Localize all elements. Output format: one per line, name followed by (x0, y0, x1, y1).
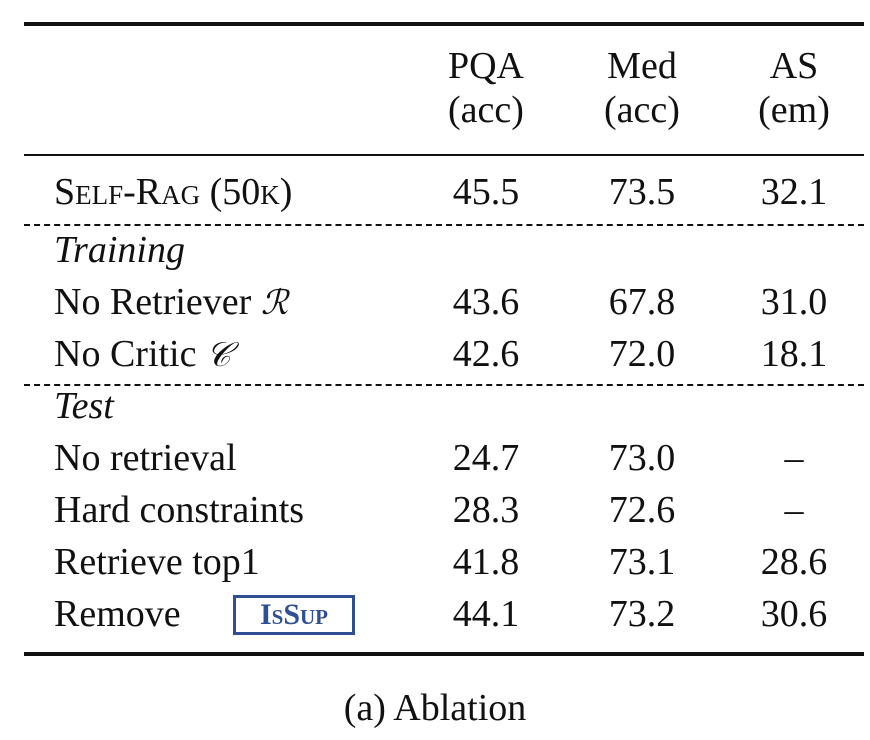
retriever-symbol: ℛ (260, 283, 288, 323)
row-text-no-critic: No Critic (54, 333, 197, 375)
hard-constraints-pqa: 28.3 (452, 489, 520, 531)
table-caption: (a) Ablation (343, 687, 527, 729)
no-retriever-pqa: 43.6 (452, 281, 520, 323)
no-retrieval-pqa: 24.7 (452, 437, 520, 479)
no-retrieval-as: – (784, 437, 804, 479)
row-label-no-retrieval: No retrieval (54, 437, 237, 479)
critic-symbol: 𝒞 (205, 335, 231, 375)
main-row-med: 73.5 (608, 171, 676, 213)
no-critic-pqa: 42.6 (452, 333, 520, 375)
header-pqa-line2: (acc) (448, 89, 524, 131)
remove-issup-pqa: 44.1 (452, 593, 520, 635)
header-pqa: PQA (acc) (416, 44, 556, 132)
top-rule (24, 22, 864, 26)
row-label-retrieve-top1: Retrieve top1 (54, 541, 260, 583)
row-text-no-retriever: No Retriever (54, 281, 252, 323)
header-med: Med (acc) (572, 44, 712, 132)
section-title-training: Training (54, 229, 185, 271)
retrieve-top1-as: 28.6 (760, 541, 828, 583)
bottom-rule (24, 652, 864, 656)
header-as-line2: (em) (758, 89, 830, 131)
row-label-hard-constraints: Hard constraints (54, 489, 305, 531)
hard-constraints-as: – (784, 489, 804, 531)
header-as: AS (em) (724, 44, 864, 132)
hard-constraints-med: 72.6 (608, 489, 676, 531)
main-row-pqa: 45.5 (452, 171, 520, 213)
header-as-line1: AS (769, 45, 819, 87)
issup-token-badge: IsSup (233, 595, 355, 635)
remove-issup-med: 73.2 (608, 593, 676, 635)
dashed-rule-1 (24, 224, 864, 226)
row-label-remove: Remove (54, 593, 181, 635)
header-med-line1: Med (607, 45, 677, 87)
header-rule (24, 154, 864, 156)
no-retriever-med: 67.8 (608, 281, 676, 323)
row-label-no-critic: No Critic 𝒞 (54, 332, 231, 377)
no-retrieval-med: 73.0 (608, 437, 676, 479)
main-row-label: Self-Rag (50k) (54, 171, 293, 213)
row-label-no-retriever: No Retriever ℛ (54, 280, 288, 325)
main-row-as: 32.1 (760, 171, 828, 213)
dashed-rule-2 (24, 384, 864, 386)
no-critic-med: 72.0 (608, 333, 676, 375)
retrieve-top1-med: 73.1 (608, 541, 676, 583)
section-title-test: Test (54, 385, 114, 427)
no-retriever-as: 31.0 (760, 281, 828, 323)
no-critic-as: 18.1 (760, 333, 828, 375)
header-med-line2: (acc) (604, 89, 680, 131)
remove-issup-as: 30.6 (760, 593, 828, 635)
header-pqa-line1: PQA (447, 45, 525, 87)
retrieve-top1-pqa: 41.8 (452, 541, 520, 583)
